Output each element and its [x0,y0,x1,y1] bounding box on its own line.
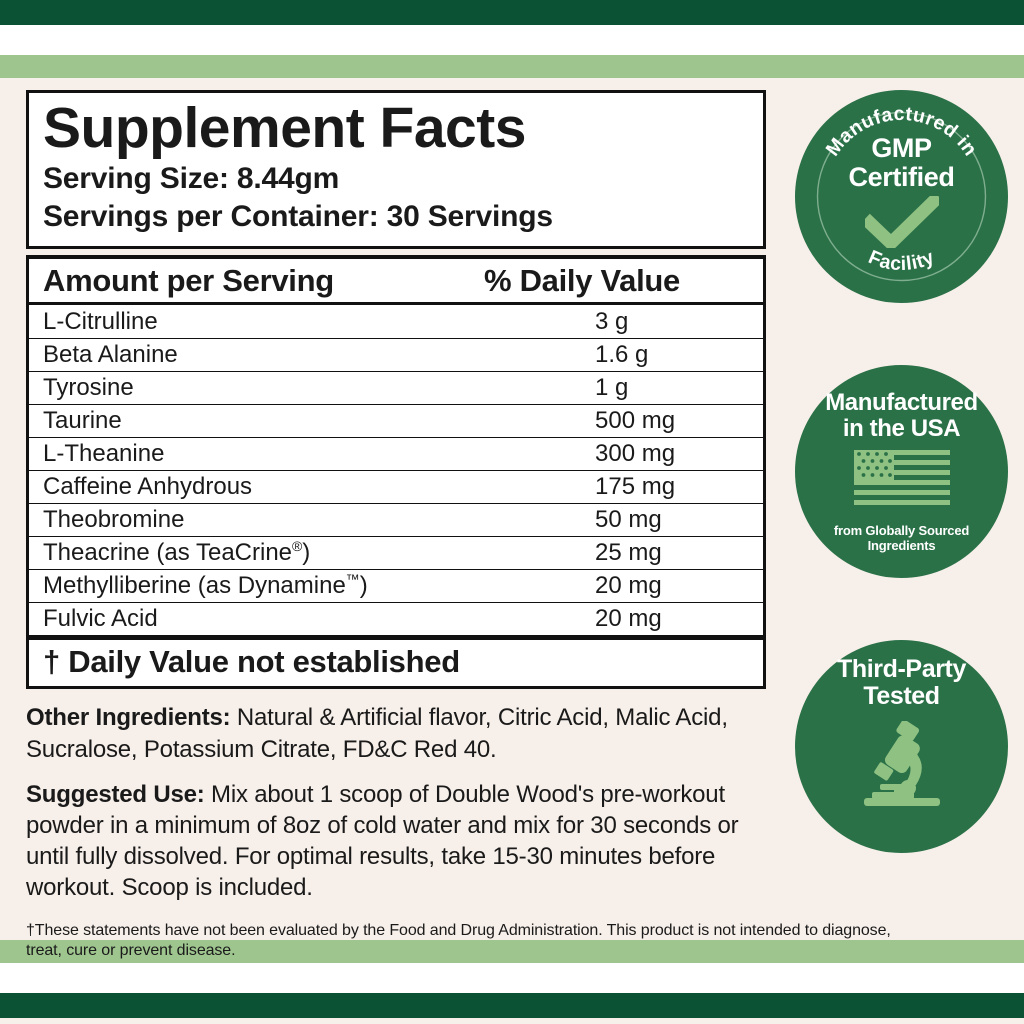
daily-value-note-box: † Daily Value not established [26,635,766,690]
suggested-use-text: Mix about 1 scoop of Double Wood's pre-w… [26,780,739,902]
table-row: L-Citrulline 3 g [29,305,763,338]
daily-value-note: † Daily Value not established [43,644,460,680]
label-stage: Supplement Facts Serving Size: 8.44gm Se… [0,78,1024,959]
ingredient-name: Taurine [43,407,122,435]
serving-size-text: Serving Size: 8.44gm [43,162,340,196]
supplement-facts-panel: Supplement Facts Serving Size: 8.44gm Se… [26,90,891,961]
usa-subtitle-line1: from Globally Sourced [833,522,970,538]
other-ingredients-paragraph: Other Ingredients: Natural & Artificial … [26,702,774,764]
tested-title-line1: Third-Party [837,654,966,683]
page-title: Supplement Facts [43,96,526,160]
ingredient-name: Theacrine (as TeaCrine®) [43,538,311,567]
ingredient-name: Fulvic Acid [43,605,158,633]
suggested-use-label: Suggested Use: [26,780,205,808]
usa-flag-icon [853,449,950,517]
ingredient-name: Beta Alanine [43,341,178,369]
ingredient-amount: 300 mg [595,440,676,468]
usa-title-line1: Manufactured [825,388,978,416]
ingredient-amount: 25 mg [595,539,662,567]
tested-title-line2: Tested [863,682,940,710]
facts-header-box: Supplement Facts Serving Size: 8.44gm Se… [26,90,766,250]
ingredient-name: L-Citrulline [43,307,158,335]
usa-title: Manufactured in the USA [825,388,978,443]
ingredient-name: Caffeine Anhydrous [43,473,253,501]
trademark-symbol: ® [292,538,303,555]
bottom-white-gap-band [0,963,1024,993]
table-row: Theacrine (as TeaCrine®) 25 mg [29,536,763,569]
ingredient-amount: 500 mg [595,407,676,435]
table-row: Taurine 500 mg [29,404,763,437]
table-row: Caffeine Anhydrous 175 mg [29,470,763,503]
top-light-green-band [0,55,1024,78]
table-row: Theobromine 50 mg [29,503,763,536]
usa-title-line2: in the USA [842,415,961,443]
other-ingredients-label: Other Ingredients: [26,704,231,732]
ingredient-amount: 1.6 g [595,341,649,369]
trademark-symbol: ™ [345,571,360,588]
column-header-daily-value: % Daily Value [484,262,680,298]
ingredient-amount: 3 g [595,307,629,335]
badge-gmp-certified: Manufactured in Facility GMP Certified [795,90,1008,303]
other-ingredients-text: Natural & Artificial flavor, Citric Acid… [26,704,728,763]
suggested-use-paragraph: Suggested Use: Mix about 1 scoop of Doub… [26,779,774,904]
fda-disclaimer: †These statements have not been evaluate… [26,921,891,959]
ingredient-amount: 1 g [595,374,629,402]
gmp-title-line2: Certified [848,162,955,192]
servings-per-container-text: Servings per Container: 30 Servings [43,200,553,234]
ingredient-amount: 20 mg [595,572,662,600]
ingredients-table: Amount per Serving % Daily Value L-Citru… [26,255,766,639]
top-dark-green-band [0,0,1024,25]
table-row: Tyrosine 1 g [29,371,763,404]
ingredient-amount: 175 mg [595,473,676,501]
ingredient-name: L-Theanine [43,440,165,468]
ingredient-name: Methylliberine (as Dynamine™) [43,571,368,600]
badge-manufactured-usa: Manufactured in the USA [795,365,1008,578]
table-row: Beta Alanine 1.6 g [29,338,763,371]
badge-third-party-tested: Third-Party Tested [795,640,1008,853]
table-row: Methylliberine (as Dynamine™) 20 mg [29,569,763,602]
table-row: L-Theanine 300 mg [29,437,763,470]
table-header-row: Amount per Serving % Daily Value [29,259,763,306]
usa-subtitle-line2: Ingredients [867,537,936,553]
column-header-amount: Amount per Serving [43,262,334,298]
checkmark-icon [860,191,943,253]
gmp-title-line1: GMP [871,133,932,164]
ingredient-amount: 20 mg [595,605,662,633]
bottom-dark-green-band [0,993,1024,1018]
microscope-icon [854,719,950,812]
tested-title: Third-Party Tested [837,654,966,711]
bottom-light-green-band [0,940,1024,963]
ingredient-name: Tyrosine [43,374,134,402]
ingredient-name: Theobromine [43,506,185,534]
gmp-arc-text-graphic: Manufactured in Facility [816,103,987,282]
top-white-gap-band [0,25,1024,55]
usa-subtitle: from Globally Sourced Ingredients [834,523,969,554]
table-row: Fulvic Acid 20 mg [29,602,763,635]
gmp-title: GMP Certified [849,134,955,192]
ingredient-amount: 50 mg [595,506,662,534]
